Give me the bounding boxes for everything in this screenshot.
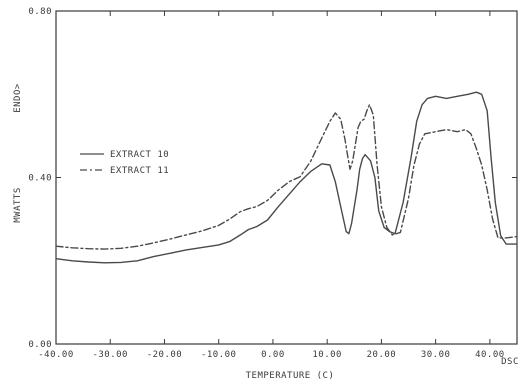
series-line-extract-10 (55, 91, 518, 264)
dsc-corner-label: DSC (501, 357, 519, 367)
series-line-extract-11 (55, 103, 518, 250)
x-tick-label: 40.00 (475, 350, 505, 360)
legend-label: EXTRACT 10 (110, 150, 169, 160)
x-tick-label: -40.00 (38, 350, 74, 360)
x-tick-label: 0.00 (261, 350, 285, 360)
x-axis-label: TEMPERATURE (C) (246, 371, 335, 381)
x-tick-label: 10.00 (312, 350, 342, 360)
plot-frame (55, 10, 518, 345)
legend: EXTRACT 10 EXTRACT 11 (80, 150, 169, 176)
y-axis-label: MWATTS (13, 187, 23, 223)
y-tick-label: 0.80 (28, 7, 52, 17)
legend-label: EXTRACT 11 (110, 166, 169, 176)
x-tick-label: 30.00 (421, 350, 451, 360)
y-tick-label: 0.00 (28, 340, 52, 350)
y-tick-label: 0.40 (28, 174, 52, 184)
series-lines (55, 91, 518, 264)
axes: -40.00 -30.00 -20.00 -10.00 0.00 10.00 20.00 30… (28, 7, 518, 360)
x-tick-label: -30.00 (92, 350, 128, 360)
x-tick-label: -20.00 (147, 350, 183, 360)
x-tick-label: -10.00 (201, 350, 237, 360)
y-direction-label: ENDO> (13, 83, 23, 113)
x-tick-label: 20.00 (367, 350, 397, 360)
